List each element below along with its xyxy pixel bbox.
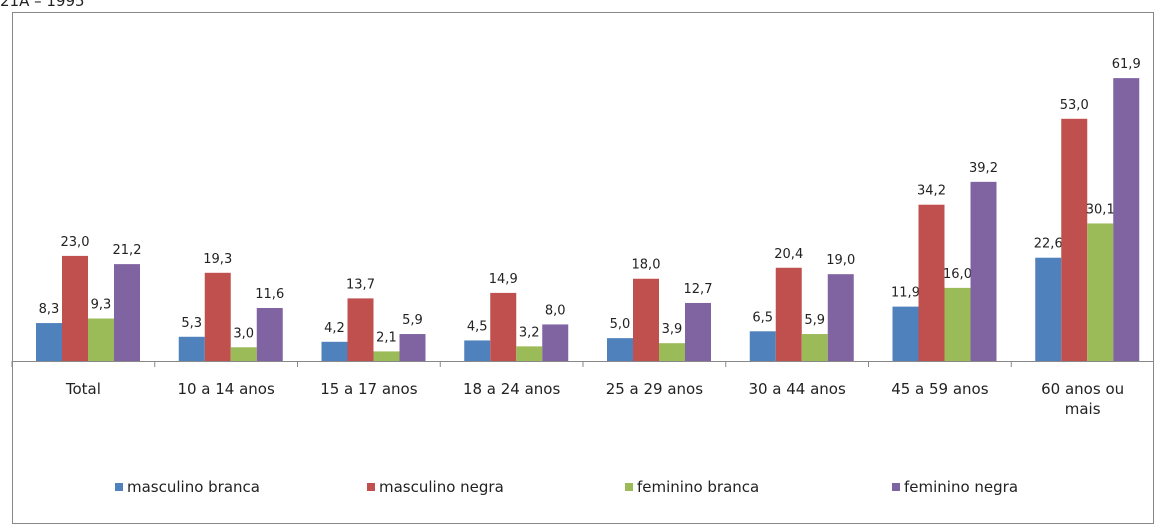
value-label: 3,9 bbox=[662, 322, 683, 337]
value-label: 9,3 bbox=[91, 297, 112, 312]
bar bbox=[399, 334, 426, 361]
value-label: 12,7 bbox=[684, 282, 713, 297]
bar bbox=[970, 181, 997, 361]
bar bbox=[1087, 223, 1114, 361]
bar bbox=[114, 264, 140, 361]
bar bbox=[373, 351, 400, 361]
bar bbox=[516, 346, 543, 361]
value-label: 53,0 bbox=[1060, 98, 1089, 113]
legend-swatch bbox=[115, 483, 123, 491]
legend-swatch bbox=[892, 483, 900, 491]
bar bbox=[204, 272, 231, 361]
value-label: 21,2 bbox=[113, 243, 142, 258]
x-tick-label: 10 a 14 anos bbox=[177, 380, 275, 398]
legend-swatch bbox=[625, 483, 633, 491]
legend-label: feminino negra bbox=[904, 478, 1018, 496]
value-label: 20,4 bbox=[774, 247, 803, 262]
x-tick-label: 25 a 29 anos bbox=[605, 380, 704, 398]
x-tick-label: 45 a 59 anos bbox=[891, 380, 989, 398]
value-label: 22,6 bbox=[1034, 237, 1063, 252]
bar bbox=[775, 267, 802, 361]
bar bbox=[178, 336, 205, 361]
value-label: 5,0 bbox=[610, 317, 631, 332]
x-tick-label: Total bbox=[65, 380, 101, 398]
value-label: 2,1 bbox=[376, 330, 397, 345]
value-label: 11,9 bbox=[891, 286, 920, 301]
bar bbox=[230, 347, 257, 361]
bar bbox=[36, 323, 62, 361]
legend-swatch bbox=[367, 483, 375, 491]
bar bbox=[659, 343, 685, 361]
bar bbox=[944, 287, 971, 361]
bar bbox=[633, 278, 659, 361]
value-label: 39,2 bbox=[969, 161, 998, 176]
legend-label: feminino branca bbox=[637, 478, 759, 496]
legend-label: masculino negra bbox=[379, 478, 504, 496]
value-label: 8,0 bbox=[545, 303, 566, 318]
bar bbox=[685, 302, 711, 361]
value-label: 13,7 bbox=[346, 277, 375, 292]
x-tick-label: 30 a 44 anos bbox=[748, 380, 846, 398]
legend-label: masculino branca bbox=[127, 478, 260, 496]
value-label: 6,5 bbox=[752, 310, 773, 325]
value-label: 23,0 bbox=[61, 235, 90, 250]
value-label: 4,2 bbox=[324, 321, 345, 336]
bar bbox=[801, 334, 828, 361]
bar bbox=[749, 331, 776, 361]
value-label: 34,2 bbox=[917, 184, 946, 199]
bar bbox=[321, 341, 348, 361]
value-label: 3,2 bbox=[519, 325, 540, 340]
value-label: 3,0 bbox=[233, 326, 254, 341]
bar bbox=[88, 318, 114, 361]
value-label: 11,6 bbox=[255, 287, 284, 302]
bar bbox=[490, 292, 517, 361]
x-tick-label: 18 a 24 anos bbox=[462, 380, 561, 398]
value-label: 61,9 bbox=[1112, 57, 1141, 72]
value-label: 18,0 bbox=[632, 258, 661, 273]
x-tick-label: 15 a 17 anos bbox=[320, 380, 418, 398]
bar bbox=[918, 204, 945, 361]
value-label: 8,3 bbox=[39, 302, 60, 317]
value-label: 19,3 bbox=[203, 252, 232, 267]
bar bbox=[892, 306, 919, 361]
bar bbox=[256, 307, 283, 361]
value-label: 16,0 bbox=[943, 267, 972, 282]
bar bbox=[347, 298, 374, 361]
bar bbox=[1061, 118, 1088, 361]
value-label: 30,1 bbox=[1086, 202, 1115, 217]
value-label: 4,5 bbox=[467, 319, 488, 334]
bar bbox=[607, 338, 633, 361]
bar bbox=[464, 340, 491, 361]
chart-title: 21A – 1995 bbox=[0, 0, 85, 10]
value-label: 5,9 bbox=[402, 313, 423, 328]
x-tick-label: 60 anos ou mais bbox=[1041, 380, 1125, 418]
bar bbox=[542, 324, 569, 361]
chart-frame bbox=[12, 12, 1154, 524]
value-label: 5,9 bbox=[804, 313, 825, 328]
value-label: 14,9 bbox=[489, 272, 518, 287]
value-label: 19,0 bbox=[826, 253, 855, 268]
value-label: 5,3 bbox=[181, 316, 202, 331]
bar bbox=[1113, 78, 1140, 361]
bar bbox=[62, 255, 88, 361]
bar bbox=[1035, 257, 1062, 361]
bar bbox=[827, 274, 854, 361]
